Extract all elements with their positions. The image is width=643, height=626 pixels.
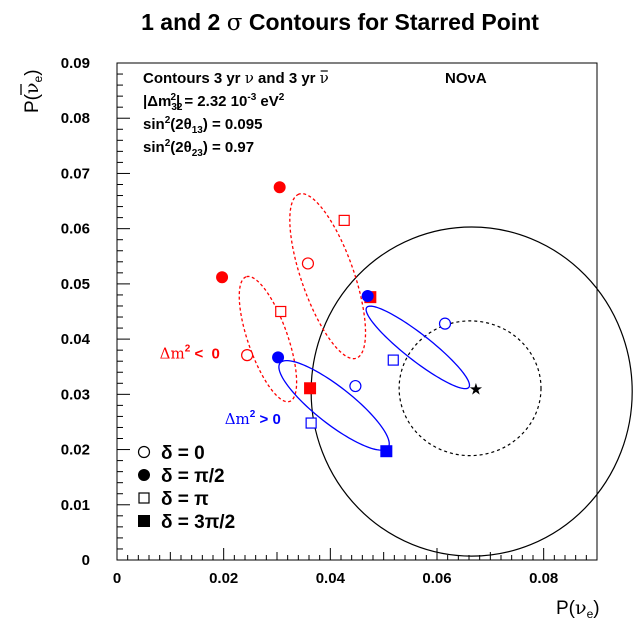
info-text: sin	[143, 139, 165, 156]
xlabel-part: )	[593, 598, 599, 619]
ann-text: < 0	[190, 345, 220, 362]
legend-entry-label: δ = π/2	[161, 466, 225, 487]
legend-filled-square-marker	[138, 515, 150, 527]
info-text: |Δm	[143, 93, 171, 110]
ann-text: Δm	[225, 410, 250, 428]
inverted-open-circle-marker	[301, 257, 315, 270]
x-axis-label: P(νe)	[556, 597, 600, 621]
inverted-hierarchy-ellipse	[289, 192, 367, 360]
delta-markers	[216, 181, 452, 458]
inverted-filled-circle-marker	[273, 181, 286, 194]
info-text: ) = 0.97	[203, 139, 254, 156]
ann-text: > 0	[255, 411, 280, 428]
info-nu: ν	[245, 69, 254, 87]
y-axis-label: P(νe)	[21, 69, 45, 113]
y-axis-ticks: 0 0.01 0.02 0.03 0.04 0.05 0.06 0.07 0.08 0.09	[61, 55, 130, 569]
x-tick-label: 0.02	[209, 570, 238, 587]
info-text: and 3 yr	[254, 70, 320, 87]
y-tick-label: 0.04	[61, 331, 91, 348]
title-sigma: σ	[227, 10, 243, 36]
y-tick-label: 0.08	[61, 110, 90, 127]
normal-open-circle-marker	[349, 379, 362, 393]
inverted-open-square-marker	[275, 305, 287, 318]
legend-filled-circle-marker	[138, 469, 150, 481]
inverted-filled-square-marker	[304, 382, 317, 395]
legend-open-square-marker	[138, 492, 150, 504]
legend-entry-label: δ = 3π/2	[161, 512, 235, 533]
ylabel-sub: e	[31, 75, 45, 82]
info-text: Contours 3 yr	[143, 70, 245, 87]
info-text: eV	[256, 93, 279, 110]
info-line-2: |Δm322| = 2.32 10-3 eV2	[143, 92, 285, 113]
info-sup: 2	[170, 92, 176, 103]
inverted-hierarchy-ellipse	[238, 275, 298, 403]
info-sub: 32	[171, 102, 183, 113]
y-tick-label: 0.06	[61, 221, 90, 238]
xlabel-nu: ν	[575, 597, 587, 619]
info-text: | = 2.32 10	[176, 93, 247, 110]
normal-hierarchy-label: Δm2 > 0	[225, 409, 281, 428]
chart-title: 1 and 2 σ Contours for Starred Point	[141, 9, 539, 36]
ylabel-part: )	[22, 69, 43, 75]
info-box: Contours 3 yr ν and 3 yr ν NOνA |Δm322| …	[143, 69, 487, 159]
legend-open-circle-marker	[137, 445, 151, 459]
legend-entry-label: δ = 0	[161, 443, 205, 464]
info-sup: 2	[279, 92, 285, 103]
x-tick-label: 0.06	[422, 570, 451, 587]
ann-sup: 2	[250, 409, 256, 420]
experiment-label: NOνA	[445, 70, 487, 87]
legend-entry-label: δ = π	[161, 489, 209, 510]
x-tick-label: 0.08	[529, 570, 558, 587]
plot-frame	[116, 62, 598, 561]
xlabel-sub: e	[587, 607, 594, 621]
normal-filled-circle-marker	[272, 351, 285, 364]
normal-filled-square-marker	[380, 445, 393, 458]
x-tick-label: 0	[113, 570, 121, 587]
y-tick-label: 0.07	[61, 165, 90, 182]
y-tick-label: 0.09	[61, 55, 90, 72]
y-tick-label: 0.02	[61, 442, 90, 459]
y-tick-label: 0	[82, 552, 90, 569]
info-sub: 13	[192, 125, 204, 136]
y-tick-label: 0.03	[61, 386, 90, 403]
info-line-3: sin2(2θ13) = 0.095	[143, 115, 262, 136]
info-antinu: ν	[320, 69, 329, 87]
normal-filled-circle-marker	[361, 290, 374, 303]
ylabel-nu: ν	[21, 82, 43, 94]
normal-open-circle-marker	[438, 317, 452, 330]
info-sup: -3	[247, 92, 256, 103]
x-axis-ticks: 0 0.02 0.04 0.06 0.08	[113, 548, 587, 587]
info-sub: 23	[192, 148, 204, 159]
info-text: (2θ	[170, 139, 191, 156]
y-tick-label: 0.05	[61, 276, 90, 293]
info-sup: 2	[165, 115, 171, 126]
inverted-open-square-marker	[338, 214, 350, 226]
y-tick-label: 0.01	[61, 497, 90, 514]
ylabel-part: P(	[22, 93, 43, 113]
inverted-open-circle-marker	[241, 349, 254, 362]
title-part: 1 and 2	[141, 9, 227, 35]
sigma-1-contour	[398, 320, 542, 457]
title-part: Contours for Starred Point	[242, 9, 539, 35]
x-tick-label: 0.04	[316, 570, 346, 587]
normal-hierarchy-ellipse	[365, 305, 471, 390]
info-line-1: Contours 3 yr ν and 3 yr ν	[143, 69, 329, 87]
ann-sup: 2	[185, 343, 191, 354]
info-sup: 2	[165, 138, 171, 149]
starred-point-star: ★	[469, 381, 483, 398]
legend: δ = 0δ = π/2δ = πδ = 3π/2	[137, 443, 235, 533]
xlabel-part: P(	[556, 598, 576, 619]
info-text: sin	[143, 116, 165, 133]
normal-open-square-marker	[387, 354, 399, 366]
info-text: ) = 0.095	[203, 116, 263, 133]
normal-open-square-marker	[305, 417, 317, 429]
ann-text: Δm	[160, 344, 185, 362]
info-text: (2θ	[170, 116, 191, 133]
inverted-hierarchy-label: Δm2 < 0	[160, 343, 220, 362]
info-line-4: sin2(2θ23) = 0.97	[143, 138, 254, 159]
inverted-filled-circle-marker	[216, 271, 229, 284]
normal-hierarchy-ellipse	[278, 359, 390, 451]
